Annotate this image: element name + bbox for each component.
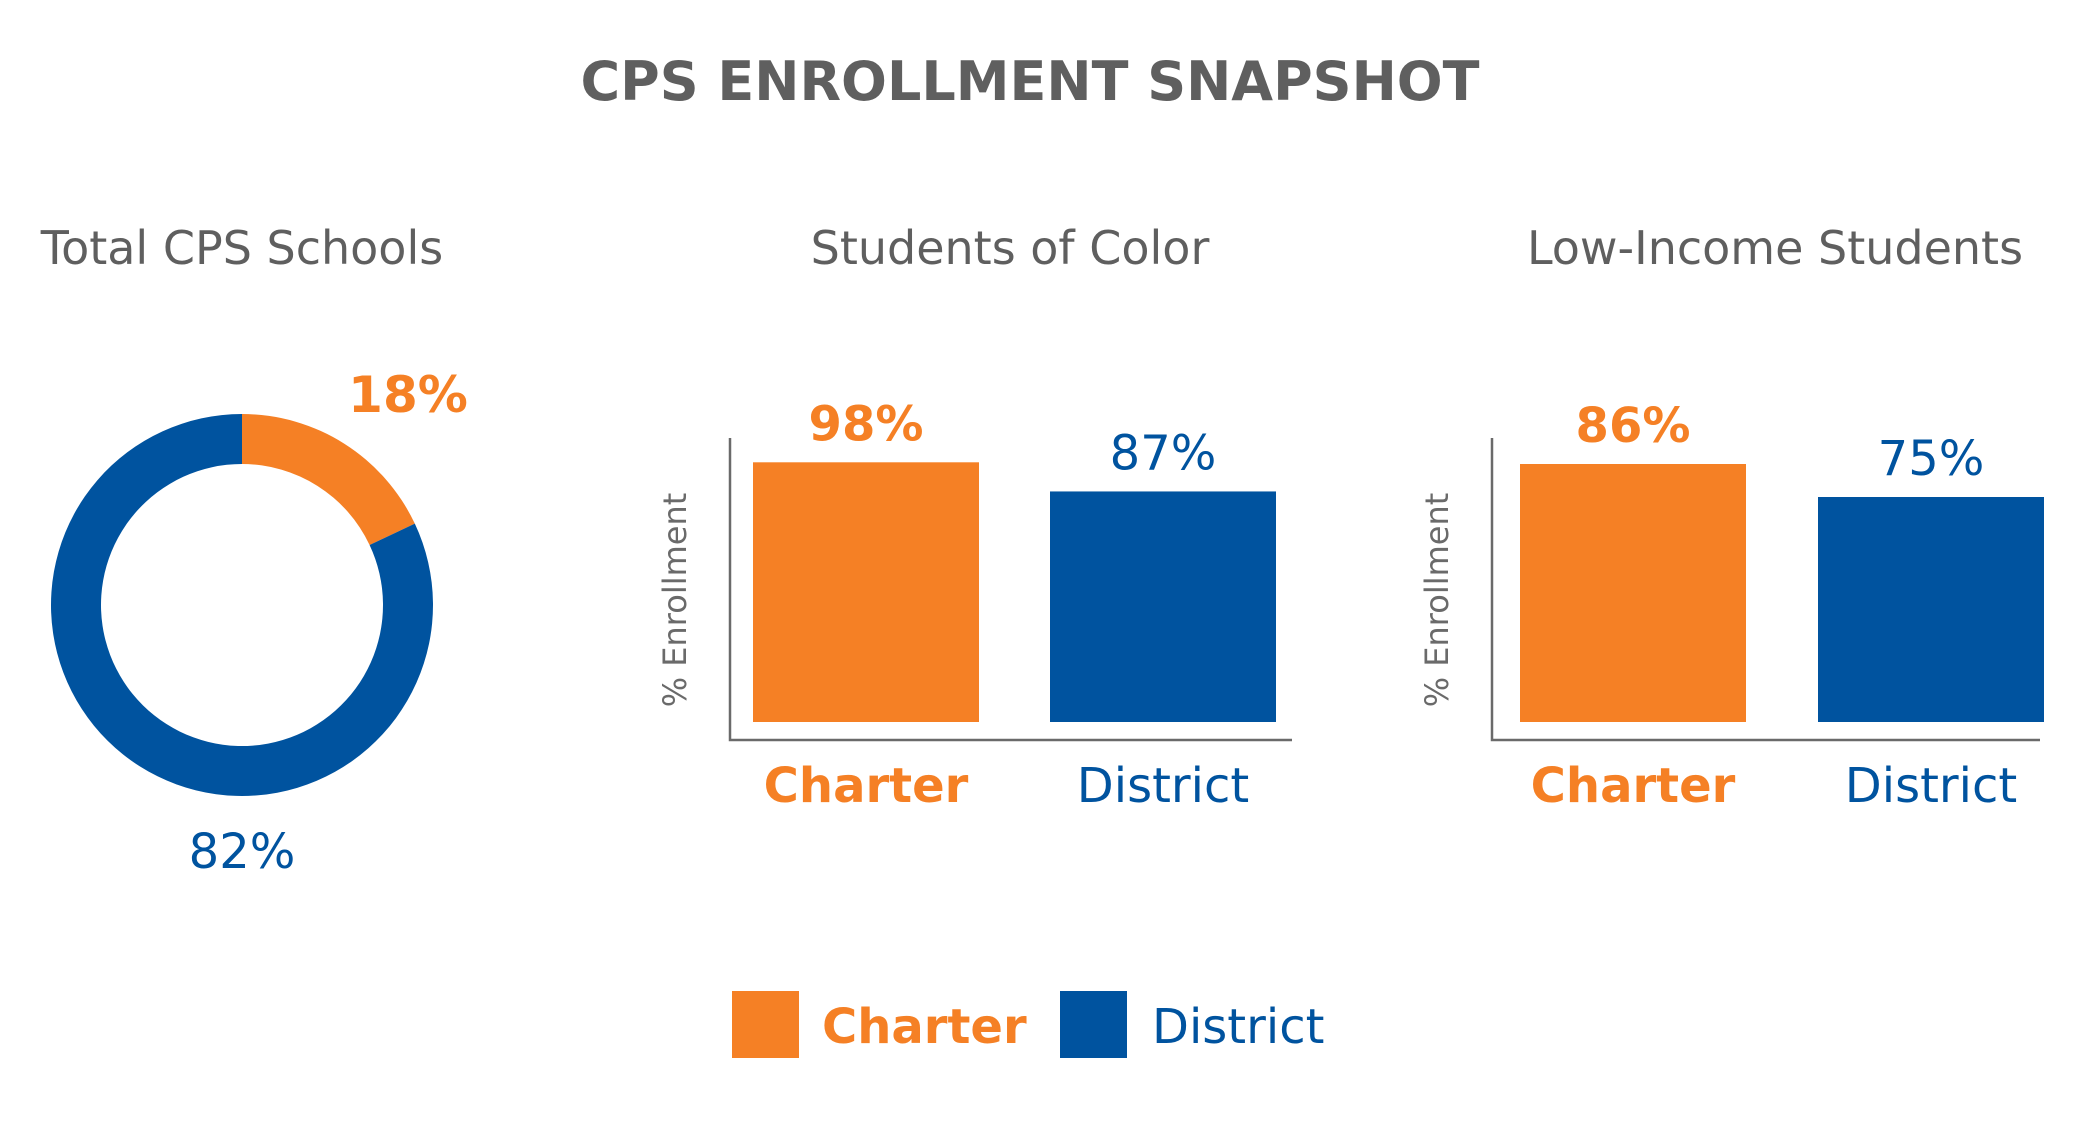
bar-charter	[753, 462, 979, 722]
data-label-district: 75%	[1878, 431, 1985, 487]
bar-chart-1-axes	[728, 438, 1292, 742]
legend-swatch-district	[1060, 991, 1127, 1058]
donut-label-district: 82%	[189, 824, 296, 880]
figure-title: CPS ENROLLMENT SNAPSHOT	[580, 50, 1479, 113]
bar-charter	[1520, 464, 1746, 722]
bar-chart-1-title: Students of Color	[811, 221, 1210, 275]
donut-slice-charter	[242, 414, 415, 545]
bar-chart-2-title: Low-Income Students	[1527, 221, 2023, 275]
legend-label-charter: Charter	[822, 999, 1027, 1055]
bar-chart-2-axes	[1490, 438, 2040, 742]
category-label-district: District	[1845, 758, 2017, 814]
donut-slices	[51, 414, 434, 796]
category-label-district: District	[1077, 758, 1249, 814]
data-label-district: 87%	[1110, 425, 1217, 481]
bar-chart-students-of-color: Students of Color % Enrollment 98% Charte…	[656, 221, 1292, 814]
donut-label-charter: 18%	[348, 366, 468, 424]
bar-chart-2-ylabel: % Enrollment	[1418, 493, 1456, 708]
donut-chart-total-schools: Total CPS Schools 18% 82%	[40, 221, 468, 880]
donut-chart-title: Total CPS Schools	[40, 221, 443, 275]
legend: Charter District	[732, 991, 1324, 1058]
data-label-charter: 86%	[1576, 398, 1691, 454]
legend-label-district: District	[1152, 999, 1324, 1055]
legend-swatch-charter	[732, 991, 799, 1058]
category-label-charter: Charter	[1531, 758, 1736, 814]
data-label-charter: 98%	[809, 396, 924, 452]
category-label-charter: Charter	[764, 758, 969, 814]
bar-district	[1050, 491, 1276, 722]
bar-chart-low-income-students: Low-Income Students % Enrollment 86% Char…	[1418, 221, 2044, 814]
bar-chart-2-bars: 86% Charter 75% District	[1520, 398, 2044, 814]
bar-chart-1-bars: 98% Charter 87% District	[753, 396, 1276, 814]
bar-chart-1-ylabel: % Enrollment	[656, 493, 694, 708]
bar-district	[1818, 497, 2044, 722]
